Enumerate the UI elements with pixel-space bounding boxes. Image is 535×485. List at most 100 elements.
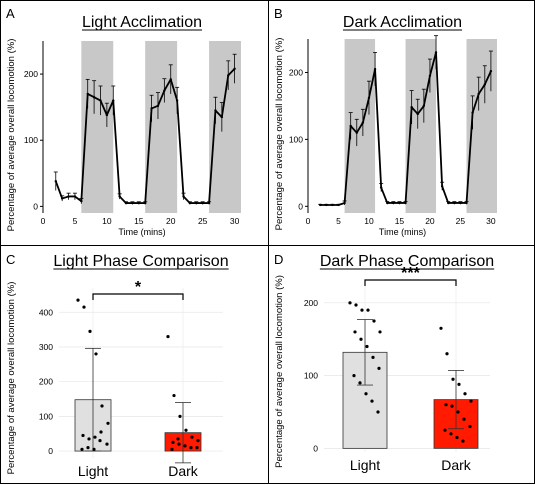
individual-point xyxy=(76,298,80,302)
data-point xyxy=(367,96,371,100)
individual-point xyxy=(80,447,84,451)
x-tick-label: 20 xyxy=(166,216,176,226)
data-point xyxy=(349,124,352,128)
data-point xyxy=(54,180,57,183)
data-point xyxy=(137,201,141,205)
chart-title: Light Phase Comparison xyxy=(53,253,228,270)
x-axis-label: Time (mins) xyxy=(118,227,165,237)
individual-point xyxy=(352,373,356,378)
y-tick-label: 0 xyxy=(298,201,303,211)
data-point xyxy=(355,131,358,134)
individual-point xyxy=(444,403,448,407)
individual-point xyxy=(364,392,368,396)
data-point xyxy=(156,104,160,108)
data-point xyxy=(447,201,450,205)
data-point xyxy=(477,92,480,96)
individual-point xyxy=(87,437,91,441)
x-tick-label: 5 xyxy=(336,216,341,226)
individual-point xyxy=(450,404,454,408)
data-point xyxy=(124,201,128,205)
individual-point xyxy=(183,444,187,448)
x-tick-label: 15 xyxy=(134,216,144,226)
y-tick-label: 0 xyxy=(33,201,38,211)
y-tick-label: 300 xyxy=(39,342,53,352)
y-tick-label: 0 xyxy=(313,443,318,453)
individual-point xyxy=(377,366,381,370)
data-point xyxy=(150,107,153,110)
data-point xyxy=(201,201,204,205)
y-axis-label: Percentage of average overall locomotion… xyxy=(6,39,17,232)
data-point xyxy=(483,83,487,86)
light-phase-comparison-chart: C Light Phase Comparison 0 100 200 300 400 Per… xyxy=(6,252,229,479)
y-axis-label: Percentage of average overall locomotion… xyxy=(274,275,285,468)
significance-bracket xyxy=(92,293,184,300)
individual-point xyxy=(86,445,90,450)
individual-point xyxy=(439,326,443,330)
dark-phase-comparison-chart: D Dark Phase Comparison 0 100 200 Percentage… xyxy=(274,252,495,473)
data-point xyxy=(99,99,102,102)
data-point xyxy=(169,78,172,81)
individual-point xyxy=(92,447,96,451)
data-point xyxy=(227,74,230,77)
chart-title: Dark Phase Comparison xyxy=(320,253,494,270)
individual-point xyxy=(184,428,188,432)
data-point xyxy=(143,201,147,205)
individual-point xyxy=(178,414,182,418)
individual-point xyxy=(359,337,363,341)
data-point xyxy=(67,195,70,198)
individual-point xyxy=(353,330,357,334)
individual-point xyxy=(94,352,98,356)
individual-point xyxy=(469,399,473,403)
category-label-light: Light xyxy=(78,463,108,479)
data-point xyxy=(118,195,121,198)
data-point xyxy=(373,67,377,71)
data-point xyxy=(410,106,413,109)
data-point xyxy=(386,201,389,205)
data-point xyxy=(416,112,419,116)
individual-point xyxy=(372,319,376,323)
individual-point xyxy=(457,382,461,386)
data-point xyxy=(440,185,444,188)
individual-point xyxy=(106,421,110,425)
data-point xyxy=(195,201,198,205)
individual-point xyxy=(462,417,466,421)
panel-c-light-phase-comparison: C Light Phase Comparison 0 100 200 300 400 Per… xyxy=(0,245,269,484)
data-point xyxy=(325,203,328,207)
individual-point xyxy=(378,330,382,334)
data-point xyxy=(471,111,474,114)
data-point xyxy=(175,99,179,102)
individual-point xyxy=(449,432,453,436)
panel-label-d: D xyxy=(274,252,283,267)
individual-point xyxy=(81,433,85,438)
individual-point xyxy=(451,377,455,381)
individual-point xyxy=(348,301,352,305)
data-point xyxy=(80,199,83,203)
data-point xyxy=(318,203,322,207)
x-tick-label: 10 xyxy=(102,216,112,226)
individual-point xyxy=(366,308,370,312)
data-point xyxy=(220,115,224,119)
dark-acclimation-chart: B Dark Acclimation 0 100 200 0 5 10 15 20 25 30 Tim… xyxy=(274,6,497,237)
panel-label-a: A xyxy=(6,6,15,21)
data-point xyxy=(112,99,115,102)
data-point xyxy=(92,96,96,99)
y-tick-label: 100 xyxy=(289,134,303,144)
x-tick-label: 30 xyxy=(486,216,496,226)
x-tick-label: 15 xyxy=(395,216,405,226)
individual-point xyxy=(170,447,174,451)
panel-d-dark-phase-comparison: D Dark Phase Comparison 0 100 200 Percentage… xyxy=(268,245,535,484)
data-point xyxy=(131,201,134,205)
individual-point xyxy=(463,392,467,396)
light-acclimation-chart: A Light Acclimation 0 100 200 0 5 10 15 20 25 30 Ti… xyxy=(6,6,241,237)
data-point xyxy=(465,201,468,205)
individual-point xyxy=(358,381,362,385)
panel-b-dark-acclimation: B Dark Acclimation 0 100 200 0 5 10 15 20 25 30 Tim… xyxy=(268,0,535,246)
individual-point xyxy=(176,437,180,441)
dark-phase-shading xyxy=(81,41,114,213)
individual-point xyxy=(196,439,200,443)
x-axis-label: Time (mins) xyxy=(379,227,426,237)
data-point xyxy=(398,201,401,205)
data-point xyxy=(105,113,109,117)
data-point xyxy=(73,195,77,198)
y-tick-label: 200 xyxy=(24,69,38,79)
